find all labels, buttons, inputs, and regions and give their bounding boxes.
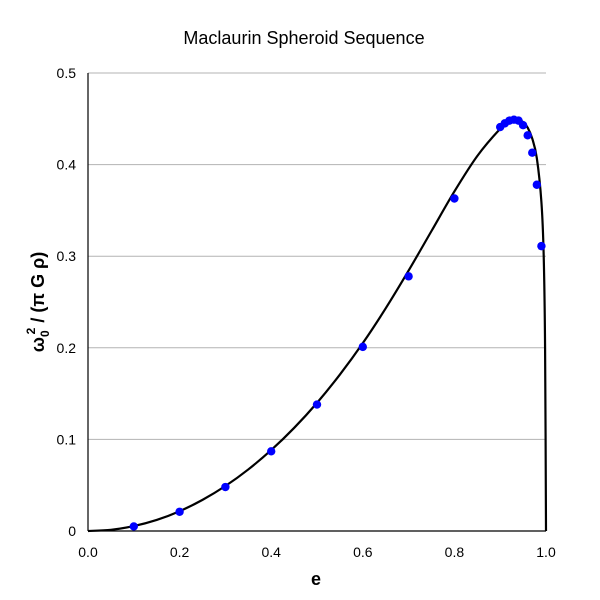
y-tick-label: 0.1	[57, 431, 77, 447]
y-axis-label-subscript: 0	[38, 330, 52, 337]
y-tick-label: 0.5	[57, 65, 77, 81]
y-axis-label-superscript: 2	[24, 327, 38, 334]
data-point	[129, 522, 138, 531]
y-axis-label-omega: ω	[28, 337, 48, 352]
y-tick-label: 0	[68, 523, 76, 539]
y-tick-label: 0.4	[57, 157, 77, 173]
data-point	[532, 180, 542, 189]
y-tick-label: 0.3	[57, 248, 77, 264]
data-point	[312, 400, 322, 409]
data-point	[523, 131, 532, 140]
x-tick-label: 0.2	[170, 544, 190, 560]
x-tick-label: 0.6	[353, 544, 373, 560]
y-tick-label: 0.2	[57, 340, 77, 356]
series-curve	[87, 118, 548, 533]
data-point	[528, 148, 537, 157]
data-point	[267, 447, 276, 456]
x-tick-labels: 0.0 0.2 0.4 0.6 0.8 1.0	[78, 544, 556, 560]
y-axis-label-rest: / (π G ρ)	[28, 252, 48, 328]
chart-title: Maclaurin Spheroid Sequence	[183, 28, 424, 48]
x-tick-label: 0.0	[78, 544, 98, 560]
data-point	[518, 121, 528, 130]
maclaurin-curve	[87, 118, 548, 533]
axes	[87, 73, 546, 532]
x-tick-label: 0.8	[445, 544, 465, 560]
gridlines	[88, 72, 546, 440]
data-point	[221, 482, 230, 492]
data-point	[358, 342, 367, 352]
data-point	[175, 507, 184, 516]
x-axis-label: e	[311, 569, 321, 589]
y-tick-labels: 0 0.1 0.2 0.3 0.4 0.5	[57, 65, 77, 539]
data-point	[537, 241, 546, 251]
x-tick-label: 0.4	[261, 544, 281, 560]
series-points	[129, 115, 546, 531]
x-tick-label: 1.0	[536, 544, 556, 560]
data-point	[450, 194, 459, 203]
y-axis-label: ω02 / (π G ρ)	[24, 252, 52, 353]
data-point	[404, 272, 413, 281]
